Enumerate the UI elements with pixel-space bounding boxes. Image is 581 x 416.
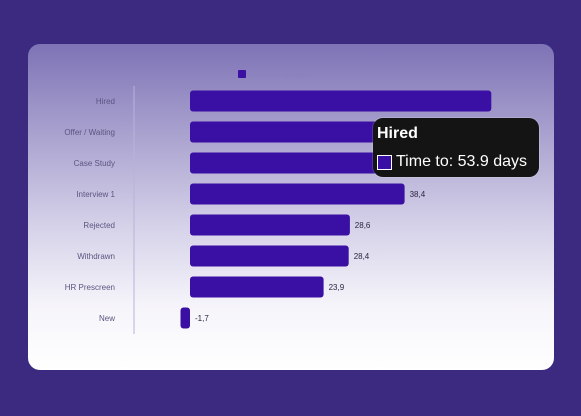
value-label: 23,9 bbox=[329, 283, 345, 292]
legend-swatch bbox=[238, 70, 246, 78]
bar[interactable] bbox=[190, 90, 492, 112]
bar[interactable] bbox=[190, 245, 349, 267]
category-label: HR Prescreen bbox=[65, 283, 115, 292]
tooltip-text: Time to: 53.9 days bbox=[396, 153, 528, 170]
category-label: Rejected bbox=[83, 221, 115, 230]
bar-tooltip: Hired Time to: 53.9 days bbox=[373, 118, 539, 177]
legend-label: Duration (in days) bbox=[250, 70, 313, 79]
tooltip-swatch bbox=[377, 155, 392, 170]
value-label: -1,7 bbox=[195, 314, 209, 323]
bar[interactable] bbox=[190, 183, 405, 205]
bar[interactable] bbox=[180, 307, 191, 329]
category-label: Withdrawn bbox=[77, 252, 115, 261]
category-label: Case Study bbox=[74, 159, 115, 168]
value-label: 28,6 bbox=[355, 221, 371, 230]
legend[interactable]: Duration (in days) bbox=[238, 70, 313, 79]
category-label: Hired bbox=[96, 97, 115, 106]
bar[interactable] bbox=[190, 214, 350, 236]
category-label: New bbox=[99, 314, 115, 323]
value-label: 28,4 bbox=[354, 252, 370, 261]
category-label: Offer / Waiting bbox=[64, 128, 115, 137]
tooltip-title: Hired bbox=[377, 125, 418, 142]
category-label: Interview 1 bbox=[76, 190, 115, 199]
bar[interactable] bbox=[190, 276, 324, 298]
value-label: 38,4 bbox=[410, 190, 426, 199]
